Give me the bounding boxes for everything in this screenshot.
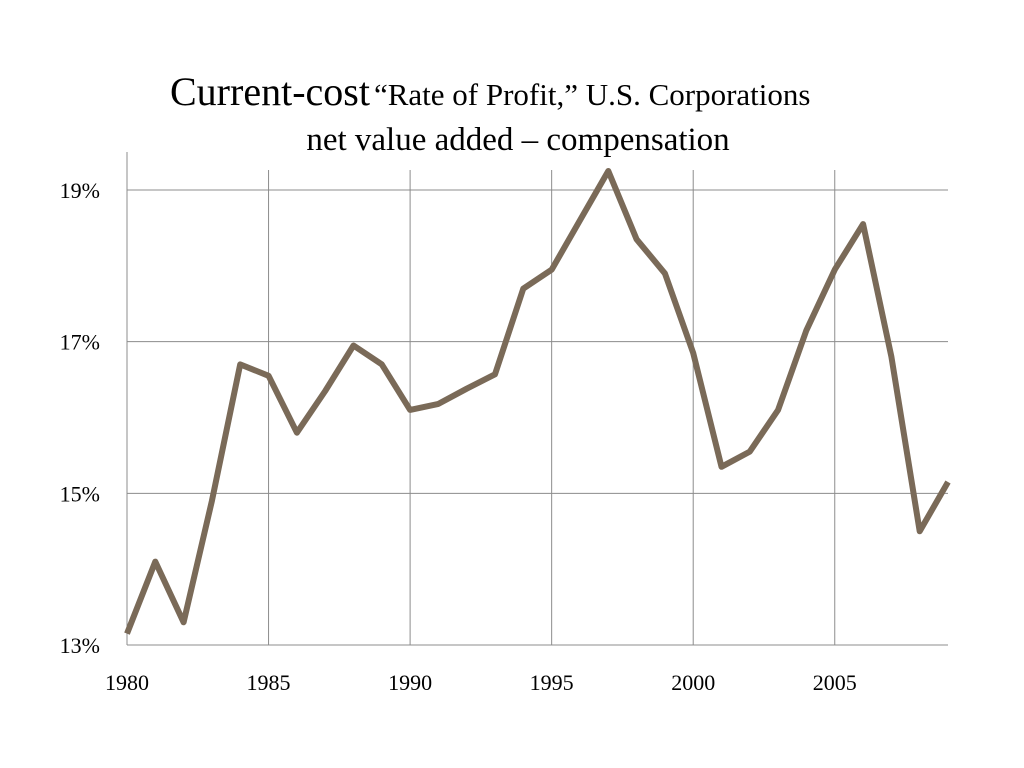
data-point (435, 401, 441, 407)
data-point (634, 236, 640, 242)
data-point (379, 361, 385, 367)
data-point (407, 407, 413, 413)
x-tick-label: 2000 (671, 670, 715, 695)
y-tick-label: 15% (60, 481, 100, 506)
data-point (719, 464, 725, 470)
series-line (124, 168, 951, 635)
data-point (690, 350, 696, 356)
data-point (266, 373, 272, 379)
chart-subtitle: net value added – compensation (306, 122, 730, 158)
data-point (945, 479, 951, 485)
x-tick-label: 1980 (105, 670, 149, 695)
data-point (124, 631, 130, 637)
data-point (322, 388, 328, 394)
data-point (464, 386, 470, 392)
data-point (492, 371, 498, 377)
data-point (605, 168, 611, 174)
data-point (832, 267, 838, 273)
y-tick-label: 17% (60, 330, 100, 355)
data-point (803, 327, 809, 333)
x-tick-label: 1995 (530, 670, 574, 695)
data-point (209, 498, 215, 504)
data-point (237, 361, 243, 367)
data-point (917, 528, 923, 534)
data-point (860, 221, 866, 227)
chart-title-line: Current-cost “Rate of Profit,” U.S. Corp… (170, 72, 810, 112)
data-point (152, 559, 158, 565)
chart-title-rest: “Rate of Profit,” U.S. Corporations (373, 77, 811, 112)
y-tick-label: 13% (60, 633, 100, 658)
data-point (181, 619, 187, 625)
data-point (747, 449, 753, 455)
y-tick-label: 19% (60, 178, 100, 203)
x-tick-label: 1985 (247, 670, 291, 695)
data-point (549, 267, 555, 273)
chart-title-main: Current-cost (170, 69, 370, 114)
data-point (888, 354, 894, 360)
data-point (662, 270, 668, 276)
data-point (351, 343, 357, 349)
data-point (775, 407, 781, 413)
grid (126, 152, 948, 646)
data-point (577, 217, 583, 223)
x-tick-label: 2005 (813, 670, 857, 695)
data-point (520, 286, 526, 292)
tick-labels: 13% 15% 17% 19% 1980 1985 1990 1995 2000 2005 (60, 178, 857, 695)
x-tick-label: 1990 (388, 670, 432, 695)
data-point (294, 430, 300, 436)
series-layer (124, 168, 951, 637)
